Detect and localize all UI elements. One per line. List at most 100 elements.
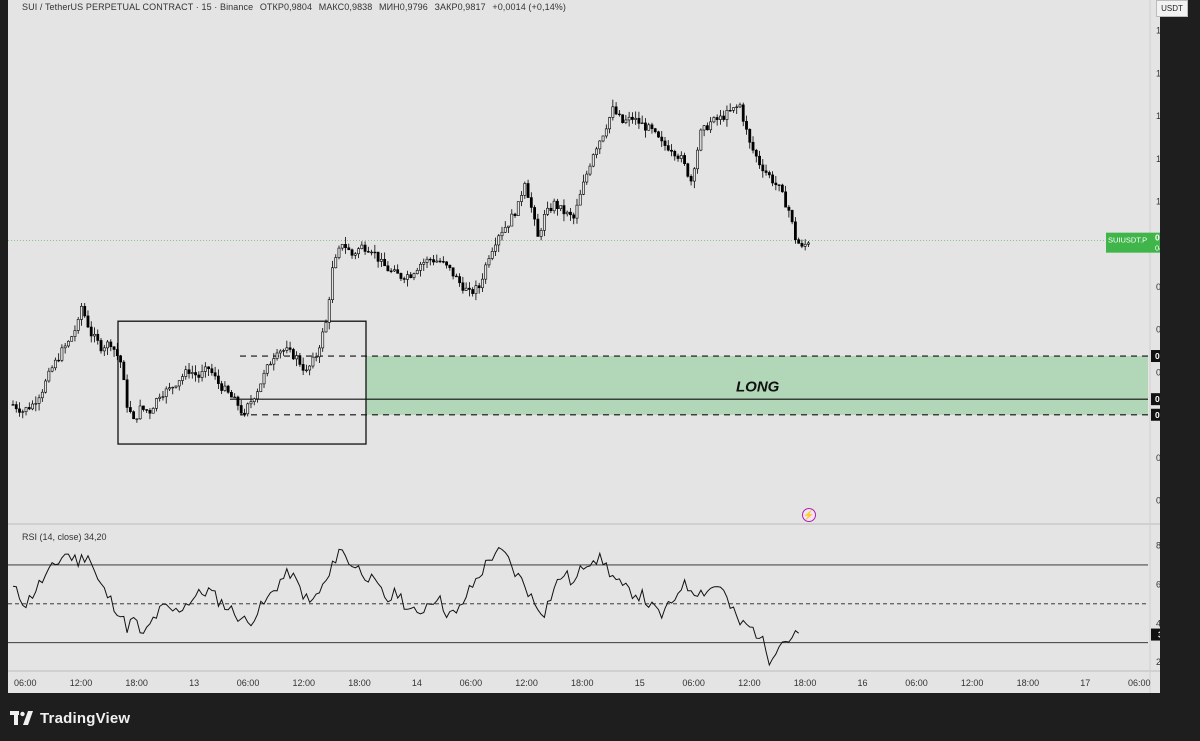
time-tick-label: 06:00 (460, 678, 483, 688)
candle-body (138, 405, 142, 420)
candle-body (458, 276, 462, 284)
candle-body (696, 149, 700, 170)
candle-body (595, 148, 598, 155)
candle-body (171, 386, 175, 389)
candle-body (304, 369, 308, 372)
candle-body (445, 261, 448, 266)
candle-body (145, 409, 149, 411)
candle-body (259, 383, 263, 392)
candle-body (366, 251, 370, 253)
candle-body (67, 340, 70, 347)
candle-body (213, 372, 217, 377)
candle-body (239, 405, 243, 414)
price-tick-label: 0,8800 (1156, 453, 1160, 463)
candle-body (135, 418, 139, 420)
chart-area[interactable]: 1,08001,06001,04001,02001,00000,98000,96… (8, 0, 1160, 693)
symbol-title[interactable]: SUI / TetherUS PERPETUAL CONTRACT · 15 ·… (22, 2, 254, 12)
candle-body (484, 264, 488, 280)
candle-body (673, 151, 677, 157)
candle-body (441, 261, 445, 263)
candle-body (93, 333, 96, 337)
candle-body (536, 218, 540, 237)
price-tick-label: 0,9600 (1156, 282, 1160, 292)
candle-body (500, 231, 504, 237)
candle-body (57, 359, 61, 362)
consolidation-box (117, 320, 367, 445)
footer-brand: TradingView (10, 706, 130, 730)
candle-body (190, 372, 194, 374)
price-tick-label: 0,9200 (1156, 367, 1160, 377)
lightning-icon[interactable]: ⚡ (802, 508, 816, 522)
symbol-header: SUI / TetherUS PERPETUAL CONTRACT · 15 ·… (22, 2, 570, 12)
candle-body (624, 119, 628, 123)
candle-body (210, 368, 214, 374)
candle-body (308, 365, 312, 371)
candle-body (37, 397, 41, 404)
candle-body (350, 249, 354, 256)
candle-body (334, 257, 338, 269)
brand-name: TradingView (40, 709, 131, 727)
candle-body (542, 214, 546, 231)
candle-body (660, 136, 664, 142)
candle-body (689, 176, 693, 182)
candle-body (448, 264, 452, 269)
level-price-tag (1151, 408, 1160, 421)
candle-body (761, 164, 765, 172)
candle-body (128, 407, 132, 412)
candle-body (412, 273, 416, 279)
candle-body (200, 371, 204, 378)
candle-body (396, 269, 400, 274)
long-zone-label: LONG (736, 378, 780, 395)
candle-body (585, 173, 589, 183)
candle-body (76, 319, 80, 331)
rsi-tick-label: 20,00 (1156, 657, 1160, 667)
candle-body (435, 260, 439, 263)
last-price-countdown: 04:01 (1155, 244, 1160, 253)
candle-body (415, 270, 419, 274)
currency-button[interactable]: USDT (1156, 0, 1188, 17)
candle-body (344, 244, 347, 249)
last-price-tag (1106, 232, 1160, 253)
candle-body (644, 122, 647, 131)
candle-body (399, 273, 403, 279)
candle-body (14, 404, 18, 410)
candle-body (719, 115, 722, 120)
candle-body (467, 287, 471, 290)
candle-body (647, 124, 651, 131)
rsi-indicator-label[interactable]: RSI (14, close) 34,20 (22, 532, 107, 542)
candle-body (575, 204, 579, 219)
price-tick-label: 1,0200 (1156, 154, 1160, 164)
level-price-tag (1151, 393, 1160, 406)
candle-body (454, 275, 458, 278)
candle-body (151, 408, 155, 414)
candle-body (686, 163, 690, 177)
candle-body (578, 193, 582, 206)
candle-body (807, 242, 810, 245)
chart-canvas[interactable]: 1,08001,06001,04001,02001,00000,98000,96… (8, 0, 1160, 693)
candle-body (393, 269, 396, 272)
candle-body (526, 183, 530, 198)
candle-body (207, 366, 211, 370)
candle-body (11, 404, 15, 406)
candle-body (510, 213, 514, 227)
candle-body (797, 239, 801, 244)
candle-body (122, 361, 126, 381)
candle-body (771, 174, 774, 184)
candle-body (516, 201, 520, 216)
candle-body (487, 258, 491, 266)
candle-body (572, 214, 576, 219)
candle-body (285, 347, 289, 351)
candle-body (608, 117, 611, 130)
candle-body (588, 165, 592, 175)
candle-body (598, 140, 602, 150)
time-tick-label: 12:00 (961, 678, 984, 688)
candle-body (559, 205, 563, 209)
candle-body (256, 391, 259, 400)
time-tick-label: 18:00 (794, 678, 817, 688)
candle-body (53, 359, 57, 369)
candle-body (216, 375, 220, 384)
candle-body (125, 379, 129, 408)
time-tick-label: 18:00 (571, 678, 594, 688)
candle-body (477, 285, 481, 289)
candle-body (112, 346, 116, 350)
